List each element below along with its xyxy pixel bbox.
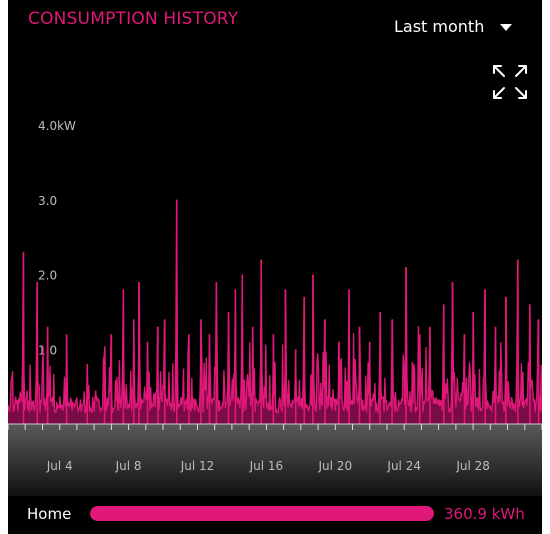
consumption-series-line <box>8 199 542 416</box>
meter-label: Home <box>27 505 72 523</box>
y-tick-label: 2.0 <box>38 269 57 283</box>
page-title: CONSUMPTION HISTORY <box>28 9 239 29</box>
x-tick-label: Jul 24 <box>386 459 421 473</box>
x-tick-label: Jul 20 <box>318 459 353 473</box>
consumption-panel: 1.0 2.0 3.0 4.0kW Jul 4 Jul 8 Jul 12 Jul 16 Jul… <box>8 0 542 534</box>
x-tick-label: Jul 4 <box>46 459 73 473</box>
x-tick-label: Jul 8 <box>115 459 142 473</box>
x-axis-band <box>8 424 542 496</box>
usage-bar-fill <box>90 506 434 521</box>
x-tick-label: Jul 16 <box>249 459 284 473</box>
x-tick-label: Jul 28 <box>455 459 490 473</box>
chevron-down-icon <box>500 23 513 31</box>
usage-total: 360.9 kWh <box>444 505 525 523</box>
consumption-chart: 1.02.03.04.0kW Jul 4 Jul 8 Jul 12 Jul 16 Jul… <box>8 119 542 496</box>
y-tick-label: 4.0kW <box>38 119 76 133</box>
range-dropdown[interactable]: Last month <box>394 14 513 38</box>
y-tick-label: 3.0 <box>38 194 57 208</box>
x-tick-label: Jul 12 <box>180 459 215 473</box>
range-dropdown-value: Last month <box>394 16 485 36</box>
usage-bar <box>90 506 434 521</box>
expand-arrows-icon[interactable] <box>490 62 530 102</box>
